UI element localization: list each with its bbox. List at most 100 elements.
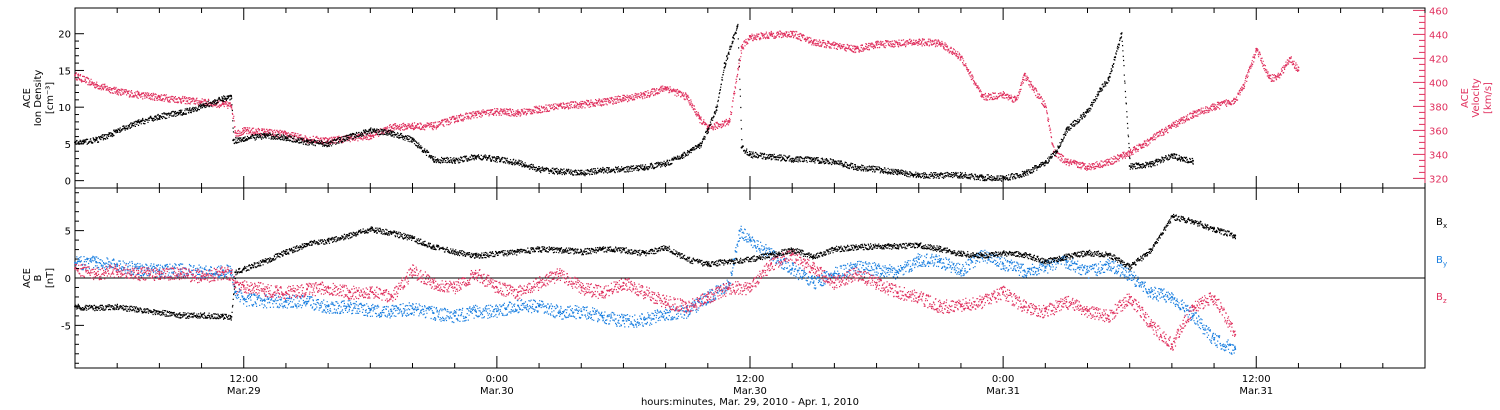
density-series-point (432, 158, 435, 161)
bx-series-point (306, 242, 308, 245)
bx-series-point (706, 262, 709, 265)
bz-series-point (727, 286, 730, 289)
velocity-series-point (1086, 165, 1089, 168)
bz-series-point (622, 281, 625, 284)
velocity-series-point (1023, 74, 1026, 77)
legend-by-label: B (1436, 255, 1443, 266)
by-series-point (517, 304, 519, 307)
bx-series-point (221, 314, 224, 317)
field-tick-label: 0 (65, 274, 71, 285)
density-series-point (200, 104, 203, 107)
bx-series-point (917, 243, 920, 246)
velocity-series-point (1255, 47, 1258, 50)
density-series-point (854, 165, 857, 168)
bz-series-point (643, 291, 646, 294)
velocity-series-point (453, 117, 456, 120)
bz-series-point (1192, 305, 1194, 308)
velocity-axis-label-line1: ACE (1460, 88, 1471, 108)
velocity-series-point (432, 124, 435, 127)
density-series-point (1065, 128, 1068, 131)
bz-series-point (1023, 305, 1026, 308)
bx-series-point (284, 250, 287, 253)
velocity-series-point (221, 103, 224, 105)
bx-series-point (770, 253, 773, 256)
by-series-point (432, 312, 435, 315)
by-series-point (411, 307, 414, 310)
by-series-point (1044, 265, 1047, 268)
density-series-point (137, 120, 140, 123)
bx-series (74, 213, 1237, 321)
velocity-series-point (1044, 105, 1047, 108)
by-series-point (284, 299, 287, 302)
density-series-point (1023, 172, 1026, 175)
date-tick-label: Mar.30 (480, 386, 514, 397)
by-series-point (938, 259, 941, 262)
bz-series-point (1149, 324, 1152, 327)
velocity-series-point (369, 134, 372, 137)
bx-series-point (580, 250, 583, 253)
time-tick-label: 12:00 (1242, 374, 1271, 385)
velocity-series-point (179, 98, 182, 101)
by-series-point (242, 297, 245, 300)
velocity-series-dots (75, 30, 1300, 171)
by-series-point (453, 314, 456, 317)
legend-bz-subscript: z (1443, 297, 1447, 305)
density-series-point (896, 170, 899, 173)
density-tick-label: 15 (58, 66, 71, 77)
bz-series-point (306, 288, 308, 291)
velocity-series-point (158, 95, 161, 98)
by-series-point (474, 310, 477, 313)
by-series-point (1002, 262, 1005, 265)
top-series (74, 23, 1300, 182)
velocity-series-point (1149, 137, 1152, 140)
bz-series-point (495, 286, 498, 289)
time-tick-label: 12:00 (736, 374, 765, 385)
by-series-point (580, 310, 583, 313)
density-axis-ticks: 0 5 10 15 20 (58, 30, 84, 188)
density-series-point (453, 159, 456, 162)
density-series-point (681, 153, 684, 156)
density-series-point (981, 176, 983, 178)
bz-series-point (474, 272, 477, 275)
velocity-series-point (1242, 83, 1245, 86)
by-series-point (643, 318, 646, 321)
by-series-point (200, 270, 203, 273)
field-axis-ticks: -5 0 5 (61, 192, 84, 364)
density-series-point (232, 139, 235, 142)
velocity-tick-label: 380 (1429, 102, 1448, 113)
density-series-point (517, 161, 519, 164)
bx-series-point (622, 248, 625, 251)
velocity-series-point (242, 129, 245, 132)
velocity-tick-label: 420 (1429, 54, 1448, 65)
by-series-point (1149, 291, 1152, 294)
bx-series-point (137, 308, 140, 311)
bz-series-point (685, 305, 688, 308)
bz-series-point (1044, 310, 1047, 313)
bz-series-point (179, 272, 182, 275)
bx-series-point (453, 250, 456, 253)
density-series-point (1192, 159, 1194, 162)
density-series-point (559, 170, 562, 173)
bz-series-point (116, 268, 119, 271)
velocity-series-point (1192, 112, 1194, 115)
bz-series-point (348, 291, 351, 294)
velocity-series-point (200, 100, 203, 103)
bz-series-point (95, 272, 98, 275)
bx-series-point (812, 255, 815, 258)
density-series-point (495, 157, 498, 160)
velocity-series-point (601, 100, 604, 103)
bx-series-point (1107, 253, 1110, 256)
field-axis-label-line1: ACE (22, 268, 33, 288)
by-series-point (917, 258, 920, 261)
bz-series-point (1002, 291, 1005, 294)
bz-series-point (327, 286, 330, 289)
legend-bz-label: B (1436, 292, 1443, 303)
by-series-point (116, 263, 119, 266)
bx-series-point (1192, 220, 1194, 223)
by-series-point (1170, 295, 1173, 298)
bx-series-point (234, 271, 237, 274)
bx-series-point (158, 311, 161, 314)
by-series-point (327, 305, 330, 308)
bx-series-point (432, 245, 435, 248)
bx-series-point (1023, 253, 1026, 256)
